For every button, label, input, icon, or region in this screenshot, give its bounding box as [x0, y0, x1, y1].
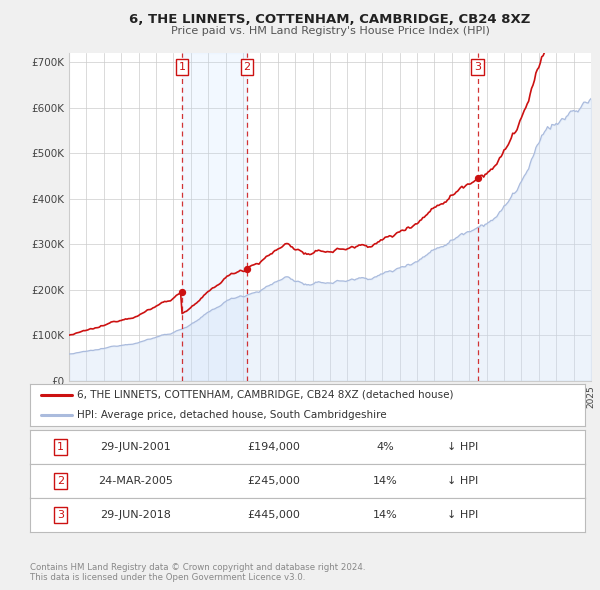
Text: 24-MAR-2005: 24-MAR-2005: [98, 476, 173, 486]
Text: 3: 3: [57, 510, 64, 520]
Text: 14%: 14%: [373, 476, 398, 486]
Text: Contains HM Land Registry data © Crown copyright and database right 2024.: Contains HM Land Registry data © Crown c…: [30, 563, 365, 572]
Text: This data is licensed under the Open Government Licence v3.0.: This data is licensed under the Open Gov…: [30, 572, 305, 582]
Text: Price paid vs. HM Land Registry's House Price Index (HPI): Price paid vs. HM Land Registry's House …: [170, 26, 490, 35]
Text: 2: 2: [57, 476, 64, 486]
Text: 29-JUN-2018: 29-JUN-2018: [100, 510, 171, 520]
Point: [177, 287, 187, 297]
Text: ↓ HPI: ↓ HPI: [447, 510, 479, 520]
Text: ↓ HPI: ↓ HPI: [447, 442, 479, 451]
Text: 4%: 4%: [376, 442, 394, 451]
Text: 2: 2: [244, 62, 251, 72]
Text: 6, THE LINNETS, COTTENHAM, CAMBRIDGE, CB24 8XZ: 6, THE LINNETS, COTTENHAM, CAMBRIDGE, CB…: [130, 13, 530, 26]
Point: [242, 264, 252, 274]
Text: 6, THE LINNETS, COTTENHAM, CAMBRIDGE, CB24 8XZ (detached house): 6, THE LINNETS, COTTENHAM, CAMBRIDGE, CB…: [77, 390, 454, 400]
Text: 29-JUN-2001: 29-JUN-2001: [100, 442, 171, 451]
Text: £194,000: £194,000: [248, 442, 301, 451]
Text: 1: 1: [57, 442, 64, 451]
Text: 3: 3: [474, 62, 481, 72]
Text: £445,000: £445,000: [248, 510, 301, 520]
Bar: [182, 53, 247, 381]
Text: HPI: Average price, detached house, South Cambridgeshire: HPI: Average price, detached house, Sout…: [77, 409, 387, 419]
Text: 14%: 14%: [373, 510, 398, 520]
Text: £245,000: £245,000: [248, 476, 301, 486]
Text: 1: 1: [178, 62, 185, 72]
Text: ↓ HPI: ↓ HPI: [447, 476, 479, 486]
Point: [473, 173, 482, 183]
